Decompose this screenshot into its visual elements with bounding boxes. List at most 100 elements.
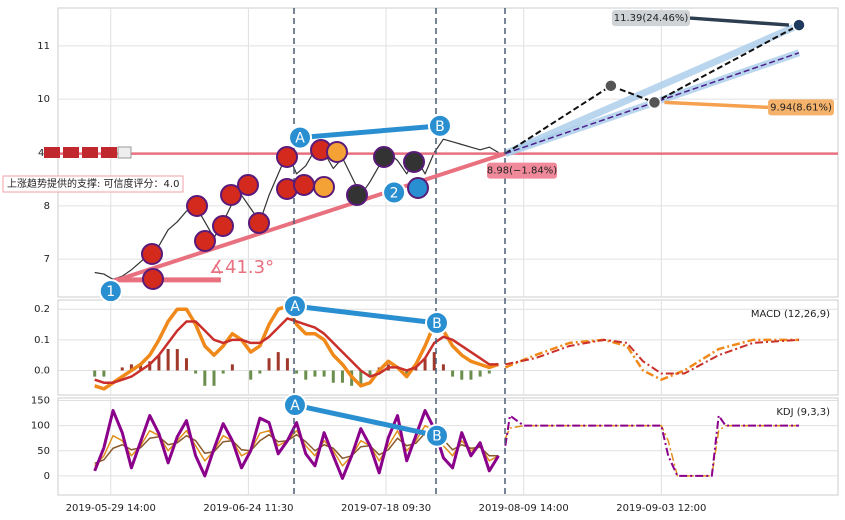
histogram-bar (212, 370, 216, 386)
top-layer: 2019-05-29 14:00 2019-06-24 11:30 2019-07-… (66, 10, 834, 514)
trend-ab (299, 123, 441, 141)
point-marker (98, 279, 123, 304)
histogram-bar (441, 364, 445, 371)
histogram-bar (405, 370, 409, 377)
forecast-band (503, 21, 801, 157)
forecast-line (504, 424, 799, 477)
forecast-line (504, 414, 799, 477)
trend-ab (294, 303, 438, 326)
y-tick-label: 150 (31, 396, 50, 407)
histogram-bar (102, 370, 106, 377)
histogram-bar (184, 358, 188, 371)
y-tick-label: 7 (44, 254, 50, 265)
histogram-bar (368, 370, 372, 377)
point-label: 2 (390, 185, 399, 201)
histogram-bar (478, 370, 482, 377)
point-marker (382, 180, 407, 205)
histogram-bar (487, 370, 491, 374)
angle-label: ∡41.3° (209, 257, 274, 278)
y-tick-label: 11 (37, 41, 50, 52)
point-marker (282, 393, 307, 418)
forecast-point (604, 79, 618, 93)
y-tick-label: 0.2 (34, 304, 50, 315)
histogram-bar (221, 370, 225, 374)
forecast-line (505, 338, 800, 375)
series-line (93, 409, 500, 480)
y-tick-label: 10 (37, 94, 50, 105)
point-marker (282, 294, 307, 319)
point-label: B (432, 316, 442, 332)
histogram-bar (175, 349, 179, 371)
series-line (94, 138, 499, 281)
histogram-bar (313, 370, 317, 377)
histogram-bar (304, 370, 308, 380)
histogram-bar (285, 358, 289, 371)
support-line (110, 151, 506, 284)
x-tick-label: 2019-05-29 14:00 (66, 503, 156, 514)
point-label: B (432, 429, 442, 445)
histogram-bar (258, 370, 262, 374)
macd-frame (57, 299, 839, 396)
forecast-point (792, 18, 806, 32)
point-label: 1 (106, 284, 115, 300)
histogram-bar (432, 352, 436, 371)
point-marker (427, 113, 452, 138)
point-marker (288, 125, 313, 150)
histogram-bar (276, 352, 280, 371)
point-marker (424, 423, 449, 448)
x-tick-label: 2019-07-18 09:30 (341, 503, 431, 514)
support-note: 上涨趋势提供的支撑: 可信度评分：4.0 (7, 177, 179, 190)
callout-box (487, 162, 557, 179)
y-tick-label: 0.0 (34, 365, 50, 376)
fragment: 4 (38, 148, 44, 159)
panel-title: MACD (12,26,9) (751, 309, 830, 320)
histogram-bar (148, 361, 152, 371)
callout-arrow (664, 100, 769, 110)
y-tick-label: 50 (37, 446, 50, 457)
y-tick-label: 8 (44, 201, 50, 212)
point-label: A (290, 398, 300, 414)
histogram-bar (129, 364, 133, 371)
histogram-bar (451, 370, 455, 377)
trend-ab (294, 402, 438, 439)
histogram-bar (166, 349, 170, 371)
histogram-bar (249, 370, 253, 380)
panel-title: KDJ (9,3,3) (776, 407, 830, 418)
callout-box (612, 10, 690, 27)
main-layer (58, 21, 838, 480)
histogram-bar (120, 367, 124, 371)
callout-label: 11.39(24.46%) (614, 13, 689, 24)
histogram-bar (157, 355, 161, 371)
x-tick-label: 2019-06-24 11:30 (203, 503, 293, 514)
histogram-bar (139, 364, 143, 371)
histogram-bar (295, 370, 299, 374)
point-label: A (295, 131, 305, 147)
point-label: B (435, 119, 445, 135)
callout-label: 8.98(−1.84%) (487, 166, 557, 177)
point-label: A (290, 299, 300, 315)
point-marker (424, 310, 449, 335)
forecast-line (504, 24, 800, 155)
histogram-bar (322, 370, 326, 377)
histogram-bar (230, 364, 234, 371)
forecast-point (647, 95, 662, 110)
histogram-bar (460, 370, 464, 380)
histogram-bar (414, 367, 418, 371)
histogram-bar (423, 358, 427, 371)
callout-arrow (689, 16, 790, 27)
kdj-frame (57, 397, 839, 496)
callout-box (768, 99, 834, 116)
histogram-bar (469, 370, 473, 380)
callout-label: 9.94(8.61%) (770, 102, 832, 113)
x-tick-label: 2019-09-03 12:00 (616, 503, 706, 514)
forecast-line (504, 338, 799, 381)
note-box (2, 175, 184, 193)
series-line (94, 317, 499, 384)
histogram-bar (194, 370, 198, 374)
note-icons (141, 139, 429, 290)
histogram-bar (267, 358, 271, 371)
y-tick-label: 0.1 (34, 335, 50, 346)
histogram-bar (340, 370, 344, 383)
histogram-bar (359, 370, 363, 386)
